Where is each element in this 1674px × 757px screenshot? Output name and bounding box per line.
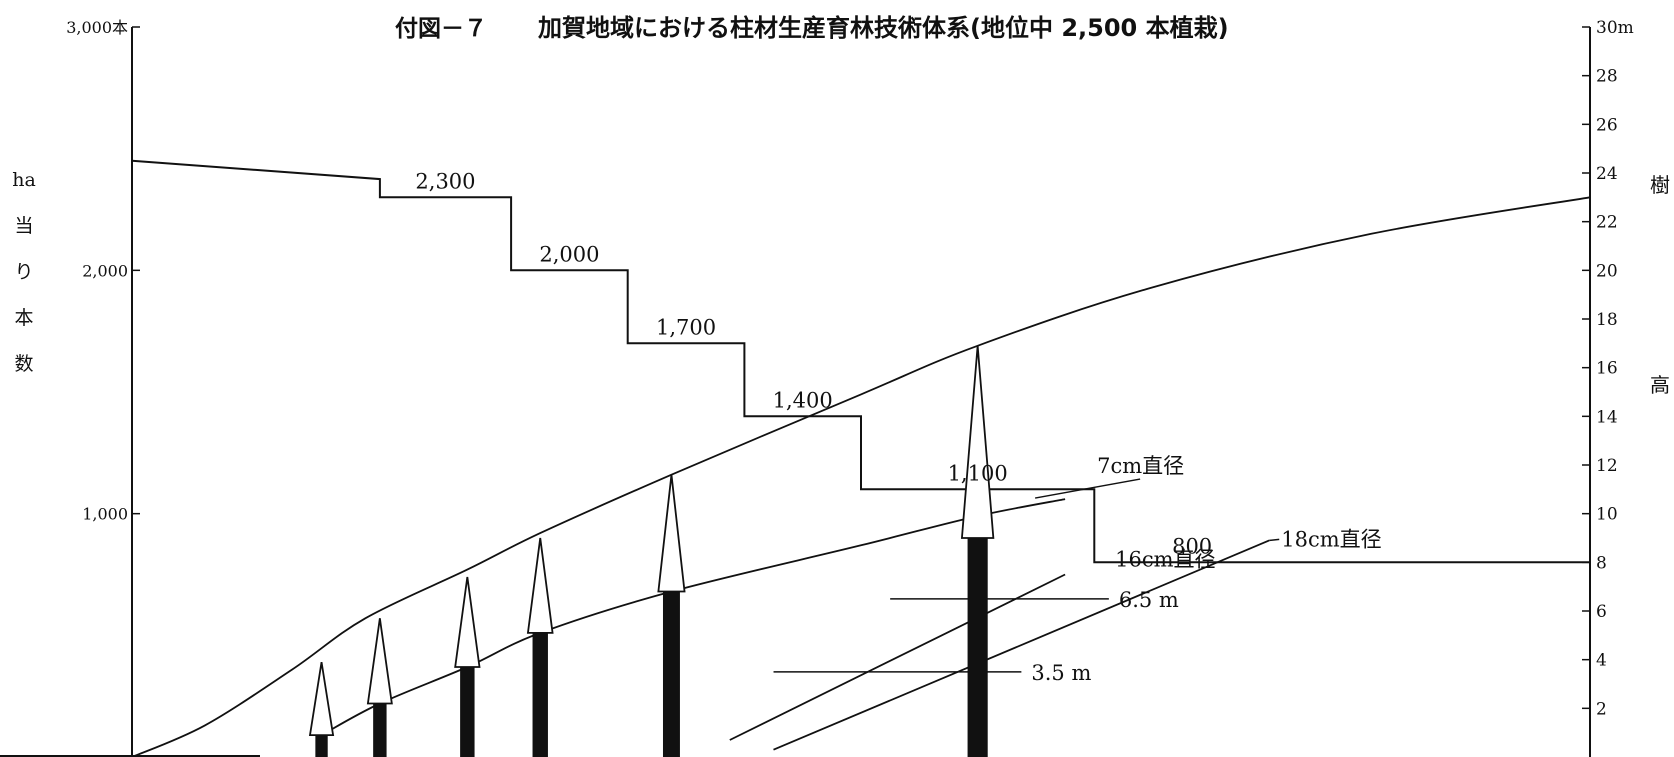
right-tick-label-12: 6 <box>1596 602 1607 622</box>
diameter-7cm-curve <box>321 498 1066 736</box>
tree-crown-2 <box>454 576 481 668</box>
left-axis-label-char-2: り <box>14 261 33 283</box>
diameter-18cm-leader <box>1269 538 1280 542</box>
right-tick-label-4: 22 <box>1596 213 1618 233</box>
right-tick-label-13: 4 <box>1596 651 1607 671</box>
left-axis-label-char-0: ha <box>12 169 36 191</box>
diameter-18cm-label: 18cm直径 <box>1281 527 1381 551</box>
marker-label-1: 3.5 m <box>1031 661 1091 685</box>
marker-label-0: 6.5 m <box>1119 588 1179 612</box>
right-tick-label-5: 20 <box>1596 261 1618 281</box>
density-label-5: 800 <box>1172 534 1212 558</box>
left-axis-label-char-3: 本 <box>14 307 33 329</box>
left-axis-label-char-1: 当 <box>14 215 33 237</box>
right-tick-label-1: 28 <box>1596 67 1618 87</box>
density-label-1: 2,000 <box>539 242 599 266</box>
labels-group: 2,300 2,000 1,700 1,400 1,100 800 7cm直径 16cm直径 1… <box>415 169 1381 685</box>
diameter-16cm-line <box>729 573 1066 741</box>
right-tick-label-2: 26 <box>1596 115 1618 135</box>
right-tick-label-8: 14 <box>1596 407 1618 427</box>
density-label-3: 1,400 <box>773 388 833 412</box>
tree-crown-5 <box>960 345 995 539</box>
tree-trunk-1 <box>373 703 387 757</box>
diameter-7cm-label: 7cm直径 <box>1097 454 1184 478</box>
right-axis-label-char-1: 高 <box>1650 373 1670 397</box>
tree-crown-3 <box>526 537 554 634</box>
curves-group <box>131 27 1591 757</box>
left-axis-label-char-4: 数 <box>14 353 33 375</box>
left-tick-label-0: 3,000本 <box>66 18 128 37</box>
chart-title-prefix: 付図－７ <box>395 16 487 42</box>
diameter-18cm-line <box>773 539 1270 751</box>
chart-title: 加賀地域における柱材生産育林技術体系(地位中 2,500 本植栽) <box>538 14 1229 42</box>
left-tick-label-1: 2,000 <box>82 261 128 280</box>
right-tick-label-14: 2 <box>1596 699 1607 719</box>
tree-trunk-2 <box>460 666 475 757</box>
height-curve <box>131 196 1591 757</box>
diameter-7cm-leader <box>1034 478 1141 499</box>
left-tick-label-2: 1,000 <box>82 505 128 524</box>
right-tick-label-10: 10 <box>1596 505 1618 525</box>
density-label-2: 1,700 <box>656 315 716 339</box>
density-label-0: 2,300 <box>415 169 475 193</box>
axes-group: 3,000本2,0001,000ha当り本数30m282624222018161… <box>0 18 1670 757</box>
right-tick-label-3: 24 <box>1596 164 1618 184</box>
stand-density-line <box>131 159 1590 564</box>
tree-trunk-3 <box>532 632 548 757</box>
right-tick-label-7: 16 <box>1596 359 1618 379</box>
tree-crown-4 <box>657 474 686 593</box>
tree-trunk-4 <box>662 591 680 757</box>
tree-trunk-0 <box>315 735 328 757</box>
right-tick-label-9: 12 <box>1596 456 1618 476</box>
right-tick-label-11: 8 <box>1596 553 1607 573</box>
trees-group <box>308 345 995 757</box>
diameter-16cm-label: 16cm直径 <box>1115 548 1215 572</box>
tree-crown-1 <box>366 618 393 705</box>
tree-trunk-5 <box>967 538 988 757</box>
tree-crown-0 <box>308 661 335 736</box>
right-tick-label-0: 30m <box>1596 18 1634 38</box>
density-label-4: 1,100 <box>948 461 1008 485</box>
right-axis-label-char-0: 樹 <box>1650 173 1670 197</box>
right-tick-label-6: 18 <box>1596 310 1618 330</box>
